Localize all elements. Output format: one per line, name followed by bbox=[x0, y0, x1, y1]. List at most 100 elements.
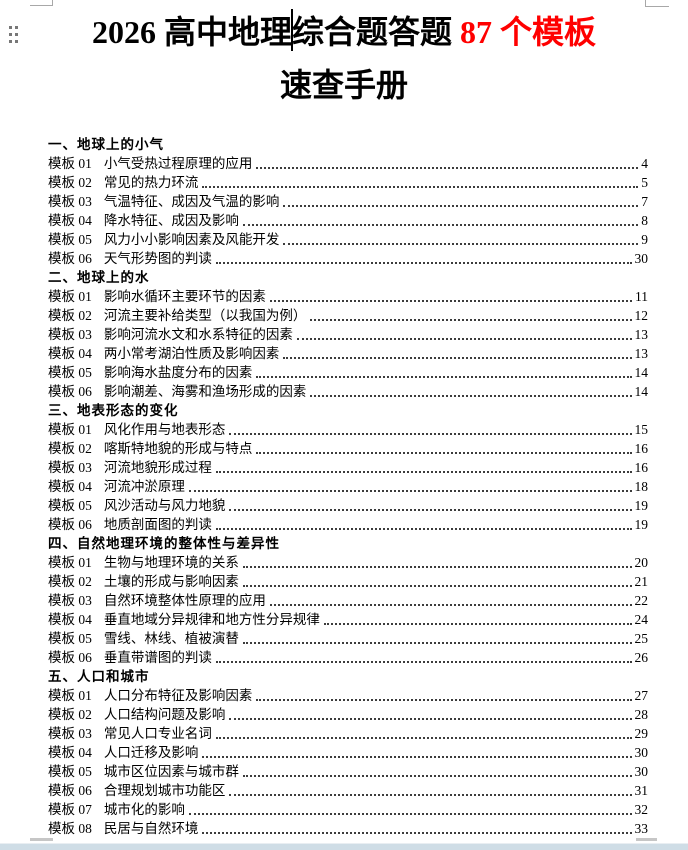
toc-item-title: 人口结构问题及影响 bbox=[103, 707, 226, 722]
toc-item-title: 小气受热过程原理的应用 bbox=[103, 156, 253, 171]
toc-item[interactable]: 模板 02 土壤的形成与影响因素 21 bbox=[48, 572, 648, 591]
toc-item[interactable]: 模板 04 河流冲淤原理 18 bbox=[48, 477, 648, 496]
toc-leader-dots-icon bbox=[283, 357, 632, 359]
toc-item[interactable]: 模板 02 喀斯特地貌的形成与特点 16 bbox=[48, 439, 648, 458]
toc-item-page: 8 bbox=[641, 213, 648, 228]
toc-section: 一、地球上的小气 模板 01 小气受热过程原理的应用 4 模板 02 常见的热力… bbox=[48, 135, 648, 268]
toc-item[interactable]: 模板 02 河流主要补给类型（以我国为例） 12 bbox=[48, 306, 648, 325]
toc-item-page: 19 bbox=[634, 517, 649, 532]
toc-item-page: 20 bbox=[634, 555, 649, 570]
toc-item[interactable]: 模板 04 垂直地域分异规律和地方性分异规律 24 bbox=[48, 610, 648, 629]
toc-item-title: 两小常考湖泊性质及影响因素 bbox=[103, 346, 280, 361]
toc-item[interactable]: 模板 06 天气形势图的判读 30 bbox=[48, 249, 648, 268]
toc-item-label: 模板 01 bbox=[48, 688, 92, 703]
toc-item[interactable]: 模板 01 人口分布特征及影响因素 27 bbox=[48, 686, 648, 705]
toc-item[interactable]: 模板 06 垂直带谱图的判读 26 bbox=[48, 648, 648, 667]
toc-item-title: 常见的热力环流 bbox=[103, 175, 199, 190]
toc-item[interactable]: 模板 04 两小常考湖泊性质及影响因素 13 bbox=[48, 344, 648, 363]
toc-item-label: 模板 04 bbox=[48, 479, 92, 494]
toc-section: 五、人口和城市 模板 01 人口分布特征及影响因素 27 模板 02 人口结构问… bbox=[48, 667, 648, 838]
toc-leader-dots-icon bbox=[269, 300, 632, 302]
toc-item[interactable]: 模板 05 城市区位因素与城市群 30 bbox=[48, 762, 648, 781]
toc-item[interactable]: 模板 05 影响海水盐度分布的因素 14 bbox=[48, 363, 648, 382]
toc-leader-dots-icon bbox=[242, 224, 639, 226]
toc-item[interactable]: 模板 08 民居与自然环境 33 bbox=[48, 819, 648, 838]
toc-item-label: 模板 02 bbox=[48, 707, 92, 722]
toc-item-page: 15 bbox=[634, 422, 649, 437]
toc-leader-dots-icon bbox=[229, 718, 632, 720]
toc-item-label: 模板 06 bbox=[48, 384, 92, 399]
text-cursor bbox=[290, 9, 293, 51]
toc-leader-dots-icon bbox=[310, 395, 632, 397]
page-bottom-marker-left bbox=[30, 838, 53, 841]
toc-item-page: 30 bbox=[634, 745, 649, 760]
toc-item[interactable]: 模板 02 常见的热力环流 5 bbox=[48, 173, 648, 192]
toc-item[interactable]: 模板 03 气温特征、成因及气温的影响 7 bbox=[48, 192, 648, 211]
toc-item-page: 5 bbox=[641, 175, 648, 190]
toc-item-title: 风力小小影响因素及风能开发 bbox=[103, 232, 280, 247]
toc-item-page: 25 bbox=[634, 631, 649, 646]
toc-item[interactable]: 模板 01 小气受热过程原理的应用 4 bbox=[48, 154, 648, 173]
toc-leader-dots-icon bbox=[310, 319, 632, 321]
page-bottom-marker-right bbox=[636, 838, 657, 841]
toc-leader-dots-icon bbox=[256, 452, 632, 454]
toc-leader-dots-icon bbox=[296, 338, 632, 340]
toc-item[interactable]: 模板 06 合理规划城市功能区 31 bbox=[48, 781, 648, 800]
toc-item-page: 14 bbox=[634, 365, 649, 380]
toc-item[interactable]: 模板 03 影响河流水文和水系特征的因素 13 bbox=[48, 325, 648, 344]
toc-item[interactable]: 模板 05 风沙活动与风力地貌 19 bbox=[48, 496, 648, 515]
toc-item[interactable]: 模板 04 人口迁移及影响 30 bbox=[48, 743, 648, 762]
toc-item-label: 模板 03 bbox=[48, 593, 92, 608]
toc-item-page: 13 bbox=[634, 346, 649, 361]
toc-item-label: 模板 05 bbox=[48, 764, 92, 779]
toc-item-title: 降水特征、成因及影响 bbox=[103, 213, 239, 228]
toc-item[interactable]: 模板 01 风化作用与地表形态 15 bbox=[48, 420, 648, 439]
toc-leader-dots-icon bbox=[215, 471, 632, 473]
toc-item-label: 模板 02 bbox=[48, 308, 92, 323]
title-text-left: 2026 高中地理 bbox=[91, 14, 292, 50]
toc-item-page: 21 bbox=[634, 574, 649, 589]
toc-item-title: 雪线、林线、植被演替 bbox=[103, 631, 239, 646]
toc-item[interactable]: 模板 06 地质剖面图的判读 19 bbox=[48, 515, 648, 534]
toc-item[interactable]: 模板 05 风力小小影响因素及风能开发 9 bbox=[48, 230, 648, 249]
toc-item-title: 人口迁移及影响 bbox=[103, 745, 199, 760]
toc-section-items: 模板 01 人口分布特征及影响因素 27 模板 02 人口结构问题及影响 28 … bbox=[48, 686, 648, 838]
toc-section-items: 模板 01 风化作用与地表形态 15 模板 02 喀斯特地貌的形成与特点 16 … bbox=[48, 420, 648, 534]
toc-leader-dots-icon bbox=[283, 205, 639, 207]
toc-item[interactable]: 模板 03 常见人口专业名词 29 bbox=[48, 724, 648, 743]
toc-item[interactable]: 模板 05 雪线、林线、植被演替 25 bbox=[48, 629, 648, 648]
toc-item-page: 29 bbox=[634, 726, 649, 741]
toc-item[interactable]: 模板 04 降水特征、成因及影响 8 bbox=[48, 211, 648, 230]
toc-item-title: 影响海水盐度分布的因素 bbox=[103, 365, 253, 380]
doc-title-block: 2026 高中地理综合题答题 87 个模板 速查手册 bbox=[0, 0, 688, 114]
toc-item-title: 影响潮差、海雾和渔场形成的因素 bbox=[103, 384, 307, 399]
toc-item-label: 模板 05 bbox=[48, 232, 92, 247]
toc-leader-dots-icon bbox=[215, 737, 632, 739]
toc-section-header: 四、自然地理环境的整体性与差异性 bbox=[48, 536, 280, 551]
toc-item-label: 模板 03 bbox=[48, 460, 92, 475]
toc-section-header: 三、地表形态的变化 bbox=[48, 403, 179, 418]
toc-leader-dots-icon bbox=[283, 243, 639, 245]
toc-item-label: 模板 04 bbox=[48, 213, 92, 228]
toc-section: 三、地表形态的变化 模板 01 风化作用与地表形态 15 模板 02 喀斯特地貌… bbox=[48, 401, 648, 534]
toc-item-title: 垂直地域分异规律和地方性分异规律 bbox=[103, 612, 320, 627]
toc-item[interactable]: 模板 01 影响水循环主要环节的因素 11 bbox=[48, 287, 648, 306]
toc-item-title: 地质剖面图的判读 bbox=[103, 517, 212, 532]
toc-item[interactable]: 模板 03 河流地貌形成过程 16 bbox=[48, 458, 648, 477]
toc-section-header: 二、地球上的水 bbox=[48, 270, 150, 285]
toc-item-label: 模板 01 bbox=[48, 289, 92, 304]
toc-item-title: 风化作用与地表形态 bbox=[103, 422, 226, 437]
toc-item[interactable]: 模板 01 生物与地理环境的关系 20 bbox=[48, 553, 648, 572]
toc-item[interactable]: 模板 07 城市化的影响 32 bbox=[48, 800, 648, 819]
toc-leader-dots-icon bbox=[188, 490, 632, 492]
toc-item-label: 模板 06 bbox=[48, 650, 92, 665]
toc-item[interactable]: 模板 02 人口结构问题及影响 28 bbox=[48, 705, 648, 724]
toc-item-page: 11 bbox=[635, 289, 648, 304]
toc-section-header: 一、地球上的小气 bbox=[48, 137, 164, 152]
toc-item[interactable]: 模板 03 自然环境整体性原理的应用 22 bbox=[48, 591, 648, 610]
toc-leader-dots-icon bbox=[215, 262, 632, 264]
drag-handle-icon[interactable] bbox=[9, 26, 18, 43]
toc-item[interactable]: 模板 06 影响潮差、海雾和渔场形成的因素 14 bbox=[48, 382, 648, 401]
toc-leader-dots-icon bbox=[256, 376, 632, 378]
toc-leader-dots-icon bbox=[323, 623, 632, 625]
